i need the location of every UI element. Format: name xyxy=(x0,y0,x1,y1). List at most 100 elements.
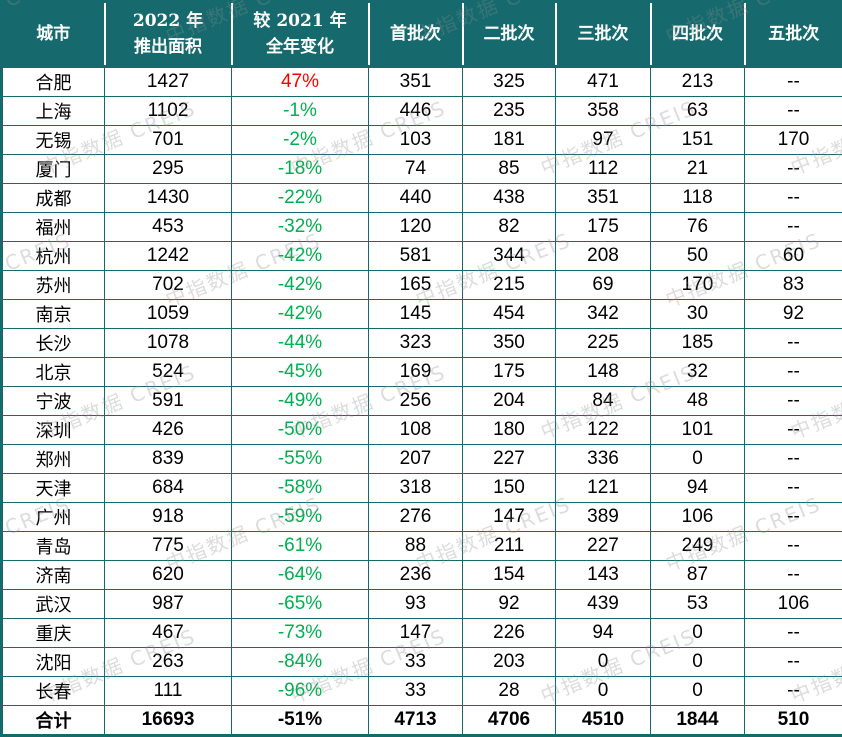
cell-city: 深圳 xyxy=(2,416,105,445)
cell-change: -73% xyxy=(232,619,369,648)
cell-batch-5: -- xyxy=(745,67,842,97)
cell-city: 长春 xyxy=(2,677,105,706)
cell-batch-3: 227 xyxy=(556,532,651,561)
cell-area: 987 xyxy=(105,590,232,619)
cell-area: 111 xyxy=(105,677,232,706)
cell-batch-5: -- xyxy=(745,184,842,213)
cell-batch-5: 60 xyxy=(745,242,842,271)
cell-batch-2: 344 xyxy=(463,242,556,271)
cell-batch-3: 389 xyxy=(556,503,651,532)
table-row: 杭州 1242 -42% 581 344 208 50 60 xyxy=(2,242,842,271)
column-header-batch5: 五批次 xyxy=(745,2,842,67)
cell-batch-5: -- xyxy=(745,677,842,706)
table-row: 合肥 1427 47% 351 325 471 213 -- xyxy=(2,67,842,97)
cell-batch-5: -- xyxy=(745,445,842,474)
cell-batch-3: 143 xyxy=(556,561,651,590)
table-row: 广州 918 -59% 276 147 389 106 -- xyxy=(2,503,842,532)
cell-batch-2: 454 xyxy=(463,300,556,329)
cell-change: -58% xyxy=(232,474,369,503)
cell-batch-3: 439 xyxy=(556,590,651,619)
cell-batch-1: 165 xyxy=(369,271,463,300)
cell-area: 295 xyxy=(105,155,232,184)
cell-city: 福州 xyxy=(2,213,105,242)
cell-batch-4: 63 xyxy=(651,97,745,126)
table-row: 合计 16693 -51% 4713 4706 4510 1844 510 xyxy=(2,706,842,736)
cell-batch-5: 106 xyxy=(745,590,842,619)
cell-change: -42% xyxy=(232,242,369,271)
cell-area: 16693 xyxy=(105,706,232,736)
cell-area: 453 xyxy=(105,213,232,242)
cell-batch-2: 181 xyxy=(463,126,556,155)
cell-batch-4: 76 xyxy=(651,213,745,242)
cell-city: 厦门 xyxy=(2,155,105,184)
cell-batch-1: 108 xyxy=(369,416,463,445)
cell-batch-2: 150 xyxy=(463,474,556,503)
table-row: 无锡 701 -2% 103 181 97 151 170 xyxy=(2,126,842,155)
cell-area: 702 xyxy=(105,271,232,300)
cell-batch-2: 215 xyxy=(463,271,556,300)
cell-batch-5: -- xyxy=(745,532,842,561)
cell-city: 长沙 xyxy=(2,329,105,358)
cell-batch-3: 112 xyxy=(556,155,651,184)
cell-area: 775 xyxy=(105,532,232,561)
cell-batch-4: 101 xyxy=(651,416,745,445)
cell-change: -84% xyxy=(232,648,369,677)
cell-batch-1: 440 xyxy=(369,184,463,213)
cell-batch-4: 32 xyxy=(651,358,745,387)
cell-change: -2% xyxy=(232,126,369,155)
cell-batch-1: 256 xyxy=(369,387,463,416)
cell-batch-2: 350 xyxy=(463,329,556,358)
cell-city: 广州 xyxy=(2,503,105,532)
cell-batch-1: 33 xyxy=(369,677,463,706)
cell-batch-2: 4706 xyxy=(463,706,556,736)
cell-batch-1: 169 xyxy=(369,358,463,387)
cell-batch-3: 148 xyxy=(556,358,651,387)
cell-batch-1: 351 xyxy=(369,67,463,97)
cell-batch-4: 106 xyxy=(651,503,745,532)
table-row: 青岛 775 -61% 88 211 227 249 -- xyxy=(2,532,842,561)
cell-batch-4: 0 xyxy=(651,648,745,677)
cell-city: 合计 xyxy=(2,706,105,736)
cell-change: -65% xyxy=(232,590,369,619)
cell-batch-5: 92 xyxy=(745,300,842,329)
cell-city: 青岛 xyxy=(2,532,105,561)
column-header-batch2: 二批次 xyxy=(463,2,556,67)
cell-batch-4: 30 xyxy=(651,300,745,329)
table-body: 合肥 1427 47% 351 325 471 213 -- 上海 1102 -… xyxy=(2,67,842,736)
cell-batch-1: 147 xyxy=(369,619,463,648)
cell-batch-3: 225 xyxy=(556,329,651,358)
column-header-city: 城市 xyxy=(2,2,105,67)
cell-city: 重庆 xyxy=(2,619,105,648)
header-label: 首批次 xyxy=(390,24,441,44)
cell-city: 济南 xyxy=(2,561,105,590)
cell-batch-1: 446 xyxy=(369,97,463,126)
cell-batch-5: -- xyxy=(745,387,842,416)
cell-batch-3: 351 xyxy=(556,184,651,213)
cell-batch-5: -- xyxy=(745,474,842,503)
cell-change: -61% xyxy=(232,532,369,561)
cell-batch-3: 97 xyxy=(556,126,651,155)
table-row: 济南 620 -64% 236 154 143 87 -- xyxy=(2,561,842,590)
cell-area: 426 xyxy=(105,416,232,445)
cell-change: 47% xyxy=(232,67,369,97)
cell-change: -18% xyxy=(232,155,369,184)
cell-change: -49% xyxy=(232,387,369,416)
cell-batch-3: 121 xyxy=(556,474,651,503)
cell-area: 1427 xyxy=(105,67,232,97)
header-label: 推出面积 xyxy=(134,37,202,57)
cell-city: 南京 xyxy=(2,300,105,329)
table-row: 福州 453 -32% 120 82 175 76 -- xyxy=(2,213,842,242)
table-row: 宁波 591 -49% 256 204 84 48 -- xyxy=(2,387,842,416)
cell-batch-1: 318 xyxy=(369,474,463,503)
cell-area: 1242 xyxy=(105,242,232,271)
table-row: 长春 111 -96% 33 28 0 0 -- xyxy=(2,677,842,706)
cell-batch-4: 0 xyxy=(651,445,745,474)
cell-batch-4: 118 xyxy=(651,184,745,213)
cell-batch-2: 147 xyxy=(463,503,556,532)
cell-city: 天津 xyxy=(2,474,105,503)
cell-change: -96% xyxy=(232,677,369,706)
cell-change: -64% xyxy=(232,561,369,590)
header-label: 全年变化 xyxy=(266,37,334,57)
